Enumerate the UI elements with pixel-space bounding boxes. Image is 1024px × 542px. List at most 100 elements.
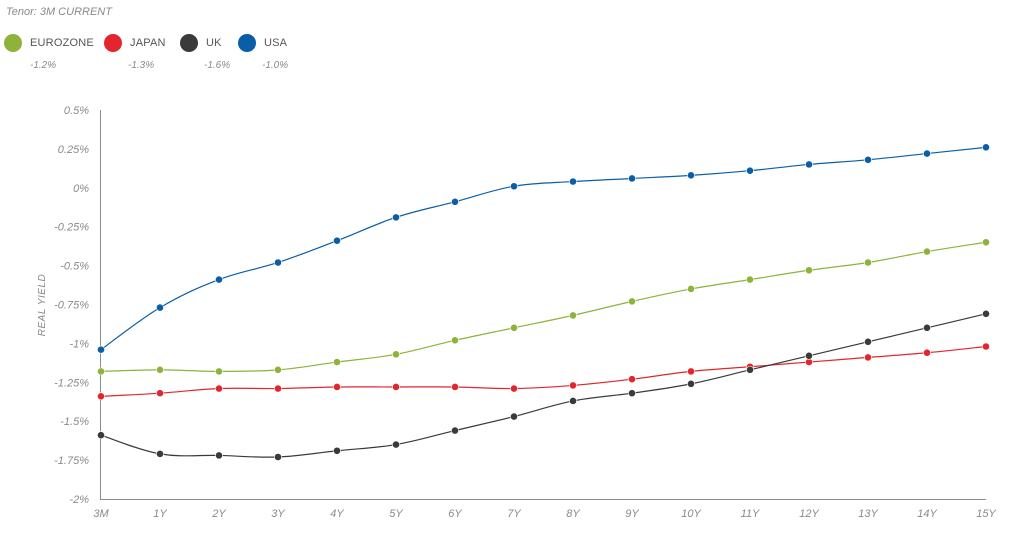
y-tick-label: -2% [69, 494, 89, 506]
data-point-marker[interactable] [451, 336, 459, 345]
x-tick-label: 6Y [448, 508, 462, 520]
series-line [100, 241, 987, 373]
data-point-marker[interactable] [510, 412, 518, 421]
data-point-marker[interactable] [333, 236, 341, 245]
series-layer [97, 143, 990, 461]
data-point-marker[interactable] [451, 383, 459, 391]
data-point-marker[interactable] [569, 397, 577, 405]
series-line [100, 146, 987, 351]
series-line [100, 313, 987, 458]
y-tick-label: -0.25% [54, 222, 89, 234]
usa-dot-icon [238, 34, 256, 52]
legend-value: -1.6% [204, 60, 231, 71]
data-point-marker[interactable] [864, 353, 872, 362]
y-tick-label: -1.25% [54, 377, 89, 389]
data-point-marker[interactable] [97, 392, 105, 401]
data-point-marker[interactable] [687, 367, 695, 376]
data-point-marker[interactable] [982, 238, 990, 247]
data-point-marker[interactable] [392, 383, 400, 391]
x-tick-label: 3Y [271, 508, 285, 520]
x-tick-label: 8Y [566, 508, 580, 520]
y-tick-label: 0% [73, 183, 89, 195]
data-point-marker[interactable] [215, 451, 223, 460]
legend-name: EUROZONE [30, 37, 94, 49]
data-point-marker[interactable] [687, 379, 695, 388]
data-point-marker[interactable] [156, 389, 164, 398]
data-point-marker[interactable] [687, 171, 695, 180]
x-tick-label: 4Y [330, 508, 344, 520]
x-tick-label: 3M [93, 508, 109, 520]
data-point-marker[interactable] [982, 342, 990, 351]
data-point-marker[interactable] [805, 160, 813, 169]
data-point-marker[interactable] [510, 384, 518, 393]
legend-value: -1.2% [30, 60, 57, 71]
data-point-marker[interactable] [864, 258, 872, 267]
data-point-marker[interactable] [982, 309, 990, 318]
data-point-marker[interactable] [215, 384, 223, 393]
data-point-marker[interactable] [274, 365, 282, 374]
data-point-marker[interactable] [274, 453, 282, 461]
data-point-marker[interactable] [451, 426, 459, 435]
data-point-marker[interactable] [215, 275, 223, 284]
y-tick-label: -0.75% [54, 300, 89, 312]
series-line [100, 345, 987, 397]
data-point-marker[interactable] [451, 197, 459, 206]
y-tick-label: -0.5% [60, 261, 89, 273]
y-tick-label: 0.25% [58, 144, 89, 156]
data-point-marker[interactable] [864, 155, 872, 164]
legend-value: -1.3% [128, 60, 155, 71]
x-tick-label: 1Y [153, 508, 167, 520]
data-point-marker[interactable] [333, 446, 341, 455]
eurozone-dot-icon [4, 34, 22, 52]
data-point-marker[interactable] [97, 367, 105, 376]
data-point-marker[interactable] [510, 182, 518, 191]
data-point-marker[interactable] [746, 166, 754, 175]
data-point-marker[interactable] [923, 323, 931, 332]
data-point-marker[interactable] [274, 258, 282, 267]
y-tick-label: -1% [69, 338, 89, 350]
x-tick-label: 11Y [741, 508, 760, 520]
data-point-marker[interactable] [97, 431, 105, 440]
data-point-marker[interactable] [333, 358, 341, 366]
data-point-marker[interactable] [746, 275, 754, 284]
data-point-marker[interactable] [923, 247, 931, 256]
data-point-marker[interactable] [392, 440, 400, 449]
data-point-marker[interactable] [569, 177, 577, 186]
data-point-marker[interactable] [156, 449, 164, 458]
legend-name: JAPAN [130, 37, 166, 49]
data-point-marker[interactable] [628, 174, 636, 183]
data-point-marker[interactable] [864, 337, 872, 346]
data-point-marker[interactable] [392, 350, 400, 359]
data-point-marker[interactable] [569, 381, 577, 390]
data-point-marker[interactable] [97, 345, 105, 354]
x-tick-label: 14Y [917, 508, 937, 520]
x-tick-label: 9Y [625, 508, 639, 520]
data-point-marker[interactable] [392, 213, 400, 222]
data-point-marker[interactable] [628, 297, 636, 306]
data-point-marker[interactable] [628, 375, 636, 384]
data-point-marker[interactable] [805, 266, 813, 275]
data-point-marker[interactable] [746, 365, 754, 374]
japan-dot-icon [104, 34, 122, 52]
x-tick-label: 2Y [211, 508, 226, 520]
y-axis-label: REAL YIELD [37, 274, 48, 336]
data-point-marker[interactable] [274, 384, 282, 393]
data-point-marker[interactable] [569, 311, 577, 320]
x-tick-label: 13Y [858, 508, 878, 520]
data-point-marker[interactable] [156, 303, 164, 312]
data-point-marker[interactable] [923, 149, 931, 158]
legend-name: USA [264, 37, 288, 49]
data-point-marker[interactable] [156, 365, 164, 374]
data-point-marker[interactable] [687, 285, 695, 293]
data-point-marker[interactable] [510, 323, 518, 332]
data-point-marker[interactable] [333, 383, 341, 391]
tenor-label: Tenor: 3M CURRENT [6, 6, 112, 18]
data-point-marker[interactable] [628, 389, 636, 398]
data-point-marker[interactable] [805, 351, 813, 360]
data-point-marker[interactable] [982, 143, 990, 152]
series-japan [97, 342, 990, 401]
data-point-marker[interactable] [215, 367, 223, 376]
data-point-marker[interactable] [923, 348, 931, 357]
legend-name: UK [206, 37, 222, 49]
